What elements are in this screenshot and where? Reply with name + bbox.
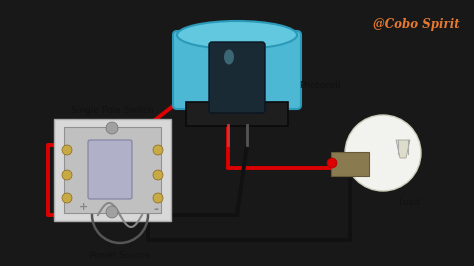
Ellipse shape [224, 49, 234, 64]
FancyBboxPatch shape [209, 42, 265, 113]
Text: -: - [154, 203, 159, 217]
FancyBboxPatch shape [88, 140, 132, 199]
FancyBboxPatch shape [186, 102, 288, 126]
Text: @Cobo Spirit: @Cobo Spirit [374, 18, 460, 31]
Text: Photocell: Photocell [299, 81, 341, 89]
FancyBboxPatch shape [54, 119, 171, 221]
Ellipse shape [177, 21, 297, 49]
Circle shape [106, 206, 118, 218]
Text: Load: Load [398, 198, 419, 207]
FancyBboxPatch shape [331, 152, 369, 176]
Text: Power Source: Power Source [90, 251, 151, 260]
Circle shape [106, 122, 118, 134]
Circle shape [62, 170, 72, 180]
Text: Single Pole Switch: Single Pole Switch [71, 106, 154, 115]
Circle shape [345, 115, 421, 191]
Text: +: + [79, 202, 89, 212]
Circle shape [327, 158, 337, 168]
Polygon shape [396, 140, 410, 158]
Circle shape [62, 145, 72, 155]
FancyBboxPatch shape [173, 31, 301, 109]
Circle shape [62, 193, 72, 203]
Circle shape [153, 145, 163, 155]
FancyBboxPatch shape [64, 127, 161, 213]
Circle shape [153, 193, 163, 203]
Circle shape [153, 170, 163, 180]
